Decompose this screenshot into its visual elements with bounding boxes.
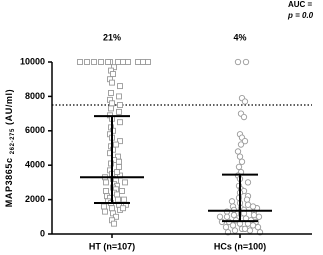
data-point xyxy=(101,203,107,210)
y-tick-label: 4000 xyxy=(25,160,45,170)
data-point xyxy=(117,138,123,145)
data-point xyxy=(223,213,231,220)
data-point xyxy=(119,188,125,194)
data-point xyxy=(113,213,119,220)
data-point xyxy=(117,119,123,126)
auc-annotation: AUC = xyxy=(288,0,313,9)
data-point xyxy=(234,58,242,66)
data-point xyxy=(103,188,109,194)
data-point xyxy=(238,158,246,165)
data-point xyxy=(120,205,126,212)
y-label-main: MAP3865c xyxy=(4,157,14,207)
data-point xyxy=(109,79,115,86)
data-point xyxy=(111,64,117,71)
data-point xyxy=(246,227,254,234)
data-point xyxy=(105,59,111,65)
percent-label: 4% xyxy=(233,32,246,42)
percent-label: 21% xyxy=(103,32,121,42)
p-annotation: p = 0.0 xyxy=(287,11,314,20)
data-point xyxy=(231,227,239,234)
y-label-unit: (AU/ml) xyxy=(4,89,14,125)
data-point xyxy=(116,163,122,170)
data-point xyxy=(122,179,128,186)
data-point xyxy=(98,59,104,65)
data-point xyxy=(241,98,249,105)
data-point xyxy=(77,59,83,65)
data-point xyxy=(120,59,126,65)
data-point xyxy=(117,102,123,108)
data-point xyxy=(228,198,236,205)
data-point xyxy=(110,210,116,217)
data-point xyxy=(114,169,120,176)
data-point xyxy=(229,222,237,229)
data-point xyxy=(115,59,121,65)
data-point xyxy=(116,93,122,100)
data-point xyxy=(102,208,108,215)
x-tick-label: HCs (n=100) xyxy=(214,241,266,251)
data-point xyxy=(243,196,251,203)
data-point xyxy=(145,59,151,65)
data-point xyxy=(116,158,122,165)
data-point xyxy=(255,213,263,220)
data-point xyxy=(84,59,90,65)
data-point xyxy=(237,141,245,148)
data-point xyxy=(109,100,115,107)
data-point xyxy=(113,141,119,148)
data-point xyxy=(135,59,141,65)
data-point xyxy=(230,211,238,219)
data-point xyxy=(110,71,116,77)
data-point xyxy=(91,59,97,65)
y-axis-label: MAP3865c 262-275 (AU/ml) xyxy=(4,89,16,207)
data-point xyxy=(241,137,249,145)
data-point xyxy=(117,83,123,90)
data-point xyxy=(235,163,243,171)
data-point xyxy=(121,196,127,203)
y-tick-label: 10000 xyxy=(20,56,45,66)
data-point xyxy=(234,148,242,155)
data-point xyxy=(108,90,114,96)
data-point xyxy=(236,153,244,160)
data-point xyxy=(249,203,257,210)
data-point xyxy=(216,213,224,220)
y-tick-label: 6000 xyxy=(25,125,45,135)
data-point xyxy=(125,59,131,65)
data-point xyxy=(115,196,121,203)
data-point xyxy=(114,191,120,198)
data-point xyxy=(108,105,114,112)
data-point xyxy=(109,205,115,212)
y-label-sub: 262-275 xyxy=(10,128,16,154)
data-point xyxy=(222,223,230,231)
data-point xyxy=(240,113,248,121)
data-point xyxy=(111,220,117,227)
data-point xyxy=(244,179,252,186)
y-tick-label: 0 xyxy=(40,228,45,238)
data-point xyxy=(140,59,146,65)
data-point xyxy=(116,108,122,115)
data-point xyxy=(103,179,109,186)
x-tick-label: HT (n=107) xyxy=(89,241,135,251)
data-point xyxy=(254,223,262,231)
data-point xyxy=(242,58,250,66)
y-tick-label: 8000 xyxy=(25,91,45,101)
y-tick-label: 2000 xyxy=(25,194,45,204)
